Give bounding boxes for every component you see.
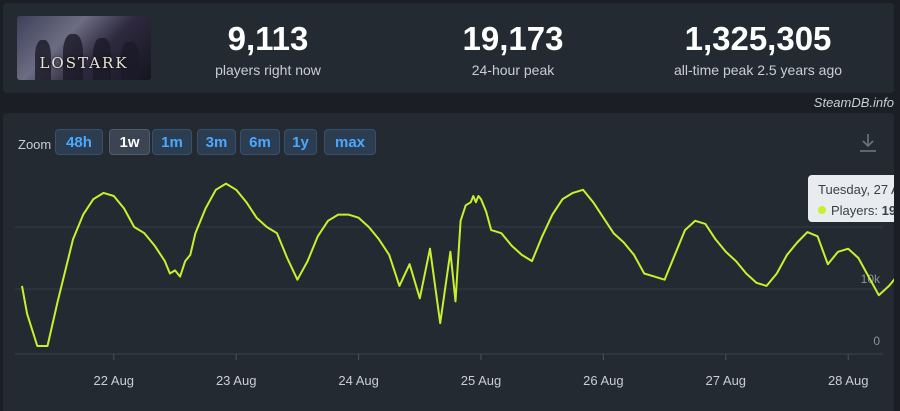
current-players-stat: 9,113 players right now xyxy=(153,20,383,79)
tooltip-series-dot xyxy=(818,206,826,214)
x-tick-label: 28 Aug xyxy=(828,373,869,388)
summary-bar: LOSTARK 9,113 players right now 19,173 2… xyxy=(3,3,894,93)
peak-24h-stat: 19,173 24-hour peak xyxy=(398,20,628,79)
chart-tooltip: Tuesday, 27 Aug, 18:00 UTC Players: 19 1… xyxy=(808,175,894,222)
x-tick-label: 25 Aug xyxy=(461,373,502,388)
tooltip-box xyxy=(808,175,894,222)
zoom-button-6m[interactable]: 6m xyxy=(240,129,280,155)
steamdb-brand-link[interactable]: SteamDB.info xyxy=(813,95,894,110)
stat-label: players right now xyxy=(215,62,321,78)
zoom-label: Zoom xyxy=(18,137,52,152)
zoom-button-48h[interactable]: 48h xyxy=(55,129,103,155)
x-tick-label: 26 Aug xyxy=(583,373,624,388)
zoom-button-1w[interactable]: 1w xyxy=(109,129,150,155)
tooltip-value-line: Players: 19 173 xyxy=(831,203,894,218)
stat-label: 24-hour peak xyxy=(471,62,555,78)
y-tick-label: 0 xyxy=(873,334,880,348)
stat-value: 19,173 xyxy=(462,20,564,57)
x-tick-label: 24 Aug xyxy=(338,373,379,388)
chart-grid xyxy=(15,226,883,360)
zoom-button-max[interactable]: max xyxy=(324,129,376,155)
x-tick-label: 23 Aug xyxy=(216,373,257,388)
x-tick-label: 22 Aug xyxy=(94,373,135,388)
x-axis: 22 Aug 23 Aug 24 Aug 25 Aug 26 Aug 27 Aug 28 A… xyxy=(94,373,869,388)
tooltip-title: Tuesday, 27 Aug, 18:00 UTC xyxy=(818,182,894,197)
stat-label: all-time peak 2.5 years ago xyxy=(673,62,843,78)
stat-value: 9,113 xyxy=(227,20,309,57)
stat-value: 1,325,305 xyxy=(684,20,832,57)
zoom-button-1m[interactable]: 1m xyxy=(152,129,192,155)
game-logo[interactable]: LOSTARK xyxy=(17,16,151,80)
zoom-button-1y[interactable]: 1y xyxy=(284,129,317,155)
x-tick-label: 27 Aug xyxy=(706,373,747,388)
logo-text: LOSTARK xyxy=(39,54,129,72)
players-line xyxy=(21,182,894,347)
tooltip-series-label: Players: xyxy=(831,203,878,218)
tooltip-value: 19 173 xyxy=(882,203,894,218)
all-time-peak-stat: 1,325,305 all-time peak 2.5 years ago xyxy=(643,20,873,79)
zoom-button-3m[interactable]: 3m xyxy=(197,129,236,155)
download-icon[interactable] xyxy=(859,133,877,153)
series-players xyxy=(21,182,894,347)
